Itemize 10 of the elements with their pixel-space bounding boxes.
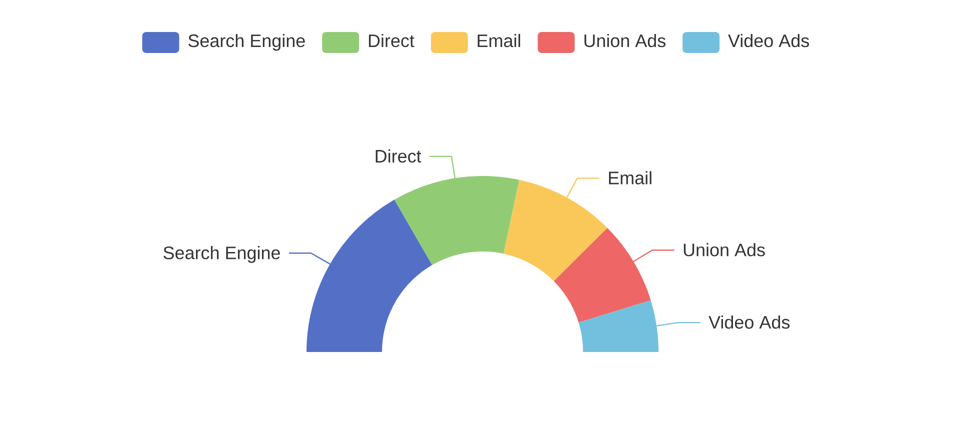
slice-label: Video Ads — [708, 316, 790, 329]
slice-label: Union Ads — [684, 243, 765, 256]
legend-label: Email — [478, 34, 520, 48]
legend-label: Search Engine — [188, 34, 305, 51]
slice-label: Search Engine — [164, 246, 280, 263]
legend-label: Video Ads — [728, 34, 810, 48]
legend-label: Union Ads — [584, 34, 666, 48]
slice-label: Direct — [376, 149, 422, 163]
slice-label: Email — [609, 171, 652, 184]
legend-label: Direct — [368, 34, 414, 48]
